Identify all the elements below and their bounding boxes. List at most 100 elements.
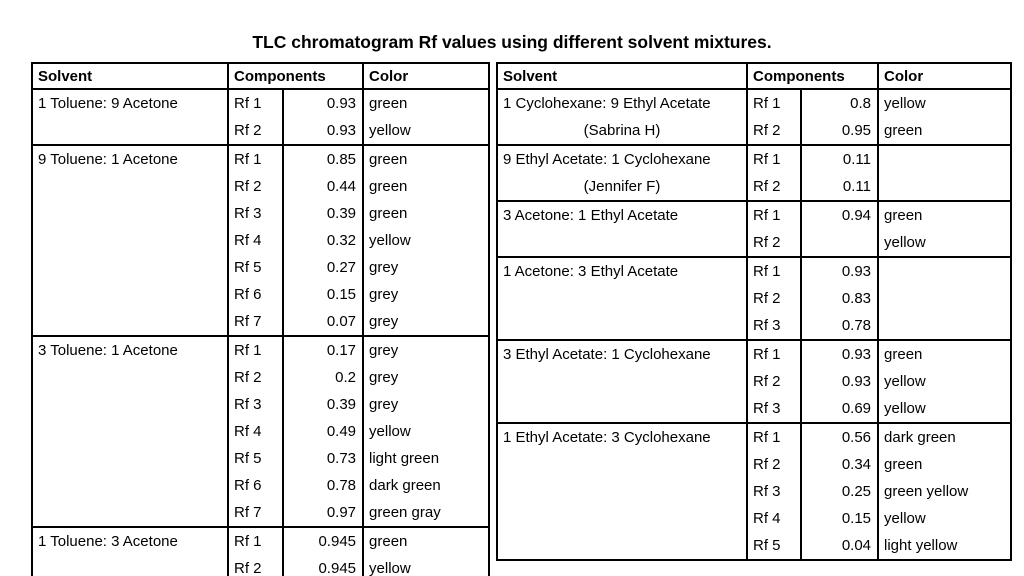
column-header-components: Components	[747, 63, 880, 90]
rf-label-cell: Rf 7	[228, 308, 284, 336]
rf-value-cell: 0.34	[801, 451, 880, 478]
rf-label-cell: Rf 6	[228, 472, 284, 499]
rf-value-cell: 0.2	[283, 364, 365, 391]
table-row: Rf 3 0.78	[497, 312, 1011, 340]
table-row: 3 Acetone: 1 Ethyl Acetate Rf 1 0.94 green	[497, 200, 1012, 257]
rf-label-cell: Rf 1	[228, 526, 284, 555]
column-header-color: Color	[878, 63, 1012, 90]
solvent-name: 3 Ethyl Acetate: 1 Cyclohexane	[503, 346, 711, 363]
rf-label-cell: Rf 2	[747, 117, 802, 145]
table-row: Rf 5 0.04 light yellow	[497, 532, 1011, 560]
table-row: 9 Ethyl Acetate: 1 Cyclohexane (Jennifer …	[497, 144, 1012, 201]
color-cell	[878, 285, 1011, 312]
rf-label-cell: Rf 3	[747, 395, 802, 423]
rf-label-cell: Rf 1	[747, 422, 802, 451]
rf-value-cell: 0.15	[283, 281, 365, 308]
rf-value-cell: 0.56	[801, 422, 880, 451]
color-cell: green	[363, 144, 490, 173]
table-row: Rf 3 0.69 yellow	[497, 395, 1011, 423]
color-cell: dark green	[878, 422, 1012, 451]
rf-value-cell: 0.83	[801, 285, 880, 312]
rf-value-cell: 0.44	[283, 173, 365, 200]
table-row: 1 Cyclohexane: 9 Ethyl Acetate (Sabrina H…	[497, 88, 1012, 145]
rf-value-cell: 0.8	[801, 88, 880, 117]
color-cell: green	[369, 205, 408, 222]
column-header-solvent: Solvent	[32, 63, 229, 90]
rf-label-cell: Rf 2	[747, 285, 802, 312]
table-row: Rf 7 0.07 grey	[32, 308, 489, 336]
table-row: Rf 2 0.44 green	[32, 173, 489, 200]
rf-value-cell: 0.15	[801, 505, 880, 532]
solvent-cell: 1 Toluene: 3 Acetone	[32, 526, 229, 576]
solvent-name: 1 Cyclohexane: 9 Ethyl Acetate	[503, 95, 711, 112]
rf-label-cell: Rf 5	[228, 254, 284, 281]
solvent-name: 1 Acetone: 3 Ethyl Acetate	[503, 263, 679, 280]
rf-label-cell: Rf 3	[747, 478, 802, 505]
rf-value-cell: 0.78	[283, 472, 365, 499]
table-body-right: 1 Cyclohexane: 9 Ethyl Acetate (Sabrina H…	[497, 88, 1012, 560]
rf-value-cell: 0.97	[283, 499, 365, 527]
solvent-cell: 9 Toluene: 1 Acetone	[32, 144, 229, 336]
color-cell: yellow	[369, 232, 411, 249]
color-cell: yellow	[369, 560, 411, 576]
solvent-name: (Sabrina H)	[583, 122, 661, 139]
solvent-cell: 3 Ethyl Acetate: 1 Cyclohexane	[497, 339, 748, 423]
rf-label-cell: Rf 4	[747, 505, 802, 532]
solvent-name: 9 Ethyl Acetate: 1 Cyclohexane	[503, 151, 711, 168]
color-cell: green	[363, 526, 490, 555]
table-row: 3 Ethyl Acetate: 1 Cyclohexane Rf 1 0.93 gr…	[497, 339, 1012, 423]
table-row: Rf 4 0.49 yellow	[32, 418, 489, 445]
rf-value-cell: 0.93	[801, 339, 880, 368]
rf-label-cell: Rf 2	[228, 555, 284, 576]
solvent-cell: 3 Acetone: 1 Ethyl Acetate	[497, 200, 748, 257]
table-row: Rf 3 0.25 green yellow	[497, 478, 1011, 505]
solvent-cell: 1 Cyclohexane: 9 Ethyl Acetate (Sabrina H…	[497, 88, 748, 145]
color-cell: green	[363, 88, 490, 117]
rf-value-cell: 0.11	[801, 173, 880, 201]
rf-value-cell: 0.85	[283, 144, 365, 173]
rf-label-cell: Rf 7	[228, 499, 284, 527]
color-cell	[878, 312, 1011, 340]
column-header-components: Components	[228, 63, 365, 90]
color-cell: yellow	[369, 122, 411, 139]
rf-label-cell: Rf 3	[228, 200, 284, 227]
table-row: Rf 2 0.2 grey	[32, 364, 489, 391]
rf-label-cell: Rf 3	[228, 391, 284, 418]
rf-value-cell: 0.945	[283, 555, 365, 576]
table-row: Rf 2 0.93 yellow	[32, 117, 489, 145]
rf-value-cell: 0.32	[283, 227, 365, 254]
table-row: Rf 4 0.32 yellow	[32, 227, 489, 254]
table-row: Rf 2 0.11	[497, 173, 1011, 201]
solvent-name: 3 Acetone: 1 Ethyl Acetate	[503, 207, 679, 224]
table-row: Rf 2 0.34 green	[497, 451, 1011, 478]
rf-value-cell: 0.73	[283, 445, 365, 472]
rf-value-cell: 0.78	[801, 312, 880, 340]
table-row: 1 Ethyl Acetate: 3 Cyclohexane Rf 1 0.56 da…	[497, 422, 1012, 560]
color-cell: green	[884, 456, 923, 473]
rf-label-cell: Rf 2	[228, 173, 284, 200]
rf-label-cell: Rf 2	[228, 117, 284, 145]
rf-value-cell: 0.945	[283, 526, 365, 555]
rf-value-cell: 0.69	[801, 395, 880, 423]
rf-value-cell: 0.93	[283, 117, 365, 145]
rf-label-cell: Rf 4	[228, 227, 284, 254]
color-cell: grey	[369, 369, 399, 386]
rf-value-cell: 0.11	[801, 144, 880, 173]
color-cell: green	[369, 178, 408, 195]
color-cell: green	[884, 122, 923, 139]
color-cell: light yellow	[884, 537, 958, 554]
color-cell: grey	[369, 313, 399, 330]
solvent-name: (Jennifer F)	[583, 178, 661, 195]
table-title: TLC chromatogram Rf values using differe…	[252, 32, 772, 52]
rf-value-cell: 0.39	[283, 391, 365, 418]
rf-label-cell: Rf 1	[228, 88, 284, 117]
rf-label-cell: Rf 4	[228, 418, 284, 445]
column-header-color: Color	[363, 63, 490, 90]
table-row: Rf 2 0.83	[497, 285, 1011, 312]
color-cell: yellow	[884, 373, 926, 390]
rf-value-cell: 0.94	[801, 200, 880, 229]
table-row: Rf 4 0.15 yellow	[497, 505, 1011, 532]
table-row: Rf 3 0.39 green	[32, 200, 489, 227]
solvent-name: 1 Ethyl Acetate: 3 Cyclohexane	[503, 429, 711, 446]
rf-label-cell: Rf 1	[228, 335, 284, 364]
